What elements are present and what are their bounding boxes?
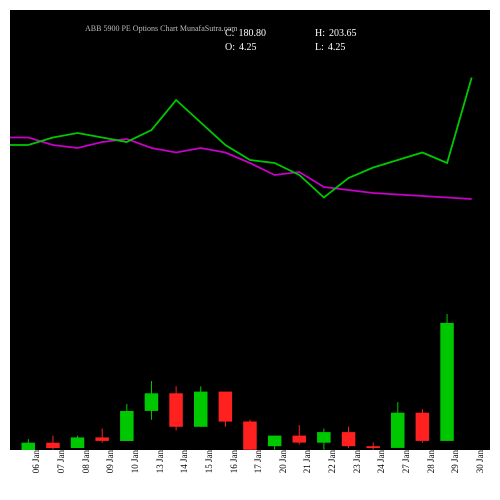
candle-body: [219, 392, 233, 422]
chart-area: ABB 5900 PE Options Chart MunafaSutra.co…: [10, 10, 490, 450]
x-axis-label: 13 Jan: [155, 450, 165, 488]
x-axis-label: 09 Jan: [105, 450, 115, 488]
candle-body: [317, 432, 331, 443]
candle-body: [194, 392, 208, 427]
x-axis-label: 29 Jan: [450, 450, 460, 488]
x-axis-label: 22 Jan: [327, 450, 337, 488]
candle-body: [169, 393, 183, 427]
ohlc-close: C: 180.80: [225, 28, 266, 39]
x-axis-label: 20 Jan: [278, 450, 288, 488]
candle-body: [366, 446, 380, 448]
x-axis-label: 27 Jan: [401, 450, 411, 488]
candle-body: [243, 422, 257, 450]
ohlc-open-value: 4.25: [239, 42, 257, 53]
ohlc-high-value: 203.65: [329, 28, 357, 39]
candle-body: [22, 443, 36, 450]
x-axis-label: 10 Jan: [130, 450, 140, 488]
candle-body: [268, 436, 282, 447]
candle-body: [293, 436, 307, 443]
candle-body: [416, 413, 430, 441]
candle-body: [145, 393, 159, 411]
x-axis-label: 17 Jan: [253, 450, 263, 488]
ohlc-open-label: O:: [225, 42, 235, 53]
ohlc-high-label: H:: [315, 28, 325, 39]
candle-body: [95, 437, 109, 441]
ohlc-close-value: 180.80: [238, 28, 266, 39]
ohlc-close-label: C:: [225, 28, 234, 39]
x-axis-label: 14 Jan: [179, 450, 189, 488]
x-axis-label: 16 Jan: [229, 450, 239, 488]
candle-body: [391, 413, 405, 448]
x-axis-label: 15 Jan: [204, 450, 214, 488]
x-axis-label: 08 Jan: [81, 450, 91, 488]
candle-body: [71, 437, 85, 448]
x-axis-label: 30 Jan: [475, 450, 485, 488]
candle-body: [46, 443, 60, 448]
x-axis-label: 06 Jan: [31, 450, 41, 488]
ohlc-low-value: 4.25: [328, 42, 346, 53]
candle-body: [342, 432, 356, 446]
line-series-magenta: [28, 138, 471, 200]
ohlc-open: O: 4.25: [225, 42, 257, 53]
ohlc-low: L: 4.25: [315, 42, 345, 53]
chart-svg: [10, 10, 490, 450]
chart-title: ABB 5900 PE Options Chart MunafaSutra.co…: [85, 24, 237, 33]
x-axis-label: 21 Jan: [302, 450, 312, 488]
x-axis-label: 28 Jan: [426, 450, 436, 488]
line-series-green: [28, 78, 471, 198]
x-axis-label: 07 Jan: [56, 450, 66, 488]
candle-body: [440, 323, 454, 441]
ohlc-low-label: L:: [315, 42, 324, 53]
ohlc-high: H: 203.65: [315, 28, 357, 39]
candle-body: [120, 411, 134, 441]
x-axis-label: 23 Jan: [352, 450, 362, 488]
x-axis-label: 24 Jan: [376, 450, 386, 488]
